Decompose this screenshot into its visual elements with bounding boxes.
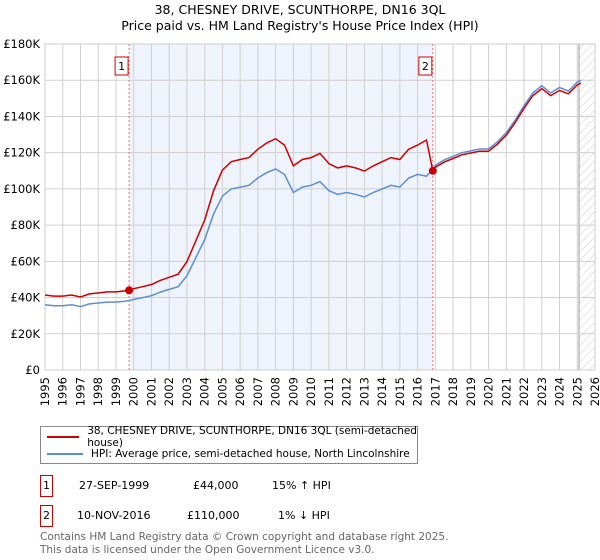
legend: 38, CHESNEY DRIVE, SCUNTHORPE, DN16 3QL … — [40, 425, 418, 464]
y-tick-label: £120K — [3, 146, 40, 160]
price-chart: 38, CHESNEY DRIVE, SCUNTHORPE, DN16 3QL … — [3, 2, 600, 406]
x-tick-label: 2026 — [588, 377, 600, 406]
x-tick-label: 2015 — [393, 377, 407, 406]
x-tick-label: 2014 — [375, 377, 389, 406]
y-tick-label: £60K — [11, 254, 41, 268]
x-tick-label: 1997 — [73, 377, 87, 406]
x-tick-label: 2021 — [499, 377, 513, 406]
y-tick-label: £160K — [3, 73, 40, 87]
x-tick-label: 2007 — [251, 377, 265, 406]
y-tick-label: £80K — [11, 218, 41, 232]
y-tick-label: £140K — [3, 109, 40, 123]
transaction-price: £44,000 — [193, 479, 239, 492]
transaction-marker: 2 — [40, 505, 53, 527]
transaction-price: £110,000 — [187, 509, 240, 522]
x-tick-label: 1995 — [38, 377, 52, 406]
x-tick-label: 2008 — [269, 377, 283, 406]
x-tick-label: 2025 — [570, 377, 584, 406]
sale-point — [125, 286, 134, 295]
sale-point — [428, 166, 437, 175]
forecast-hatch — [579, 44, 595, 370]
plot-frame — [44, 43, 596, 371]
x-tick-label: 2017 — [428, 377, 442, 406]
legend-swatch-property — [47, 436, 80, 438]
x-tick-label: 2009 — [286, 377, 300, 406]
sale-label-box — [114, 56, 129, 76]
transaction-hpi: 15% ↑ HPI — [272, 479, 331, 492]
legend-item-hpi: HPI: Average price, semi-detached house,… — [47, 446, 410, 462]
transaction-hpi: 1% ↓ HPI — [278, 509, 330, 522]
x-tick-label: 1998 — [91, 377, 105, 406]
chart-subtitle: Price paid vs. HM Land Registry's House … — [121, 18, 478, 33]
x-tick-label: 1999 — [109, 377, 123, 406]
y-tick-label: £100K — [3, 182, 40, 196]
x-tick-label: 2011 — [322, 377, 336, 406]
hpi-line — [44, 79, 582, 308]
x-tick-label: 2010 — [304, 377, 318, 406]
x-tick-label: 2012 — [340, 377, 354, 406]
shaded-ownership-period — [129, 44, 433, 370]
x-tick-label: 2023 — [535, 377, 549, 406]
sale-label: 1 — [118, 60, 125, 73]
transaction-marker: 1 — [40, 475, 53, 497]
sale-label-box — [418, 56, 433, 76]
x-tick-label: 2020 — [482, 377, 496, 406]
legend-swatch-hpi — [47, 453, 83, 455]
x-tick-label: 2004 — [198, 377, 212, 406]
y-tick-label: £180K — [3, 37, 40, 51]
x-tick-label: 2001 — [144, 377, 158, 406]
x-tick-label: 2022 — [517, 377, 531, 406]
legend-label-property: 38, CHESNEY DRIVE, SCUNTHORPE, DN16 3QL … — [87, 425, 417, 449]
x-tick-label: 2003 — [180, 377, 194, 406]
y-tick-label: £0 — [25, 363, 40, 377]
transaction-date: 27-SEP-1999 — [79, 479, 150, 492]
transaction-date: 10-NOV-2016 — [77, 509, 151, 522]
footer-line-1: Contains HM Land Registry data © Crown c… — [40, 531, 449, 543]
y-tick-label: £20K — [11, 327, 41, 341]
sale-label: 2 — [422, 60, 429, 73]
x-tick-label: 2024 — [553, 377, 567, 406]
legend-item-property: 38, CHESNEY DRIVE, SCUNTHORPE, DN16 3QL … — [47, 425, 417, 449]
footer-line-2: This data is licensed under the Open Gov… — [40, 544, 375, 556]
x-tick-label: 2000 — [127, 377, 141, 406]
chart-title: 38, CHESNEY DRIVE, SCUNTHORPE, DN16 3QL — [155, 2, 446, 17]
x-tick-label: 2019 — [464, 377, 478, 406]
x-tick-label: 2016 — [411, 377, 425, 406]
x-tick-label: 1996 — [56, 377, 70, 406]
x-tick-label: 2018 — [446, 377, 460, 406]
x-tick-label: 2006 — [233, 377, 247, 406]
footer: Contains HM Land Registry data © Crown c… — [40, 531, 448, 557]
x-tick-label: 2013 — [357, 377, 371, 406]
x-tick-label: 2002 — [162, 377, 176, 406]
x-tick-label: 2005 — [215, 377, 229, 406]
y-tick-label: £40K — [11, 291, 41, 305]
legend-label-hpi: HPI: Average price, semi-detached house,… — [91, 448, 410, 460]
